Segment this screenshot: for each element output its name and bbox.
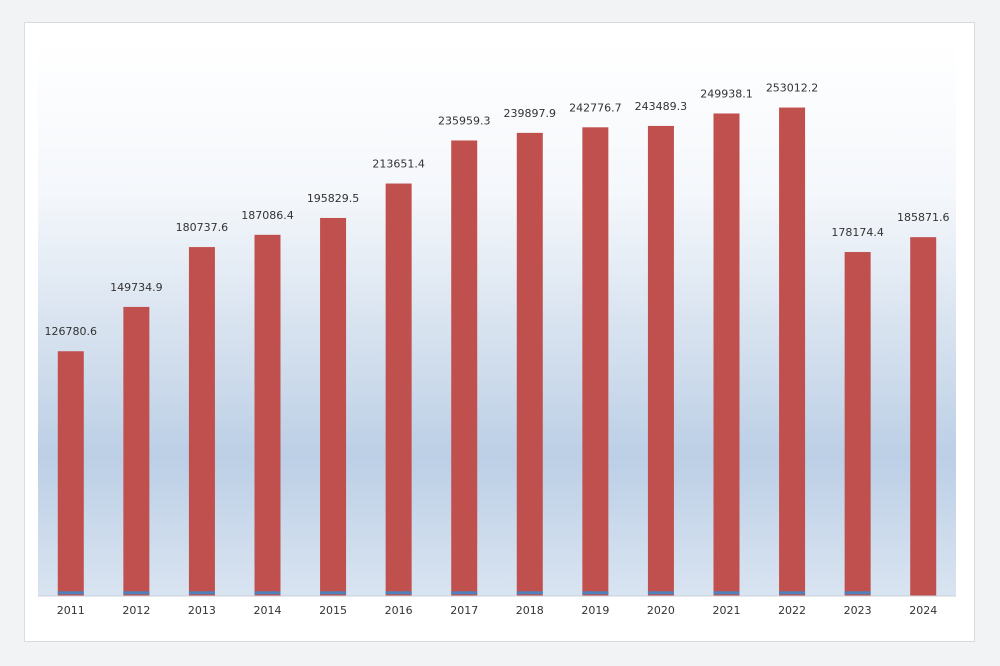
bar-base-2011 (57, 591, 84, 595)
bar-2015 (320, 217, 347, 596)
bar-base-2015 (320, 591, 347, 595)
data-label-2011: 126780.6 (45, 325, 98, 338)
bar-2014 (254, 234, 281, 596)
bar-2016 (385, 183, 412, 596)
x-tick-label-2015: 2015 (319, 604, 347, 617)
data-label-2018: 239897.9 (504, 107, 557, 120)
bar-base-2021 (713, 591, 740, 595)
x-tick-label-2012: 2012 (122, 604, 150, 617)
bar-2018 (516, 132, 543, 596)
data-label-2015: 195829.5 (307, 192, 360, 205)
x-tick-label-2023: 2023 (844, 604, 872, 617)
data-label-2017: 235959.3 (438, 114, 491, 127)
x-tick-label-2019: 2019 (581, 604, 609, 617)
x-tick-label-2013: 2013 (188, 604, 216, 617)
bar-2012 (123, 306, 150, 596)
bar-2017 (451, 140, 478, 596)
x-tick-label-2020: 2020 (647, 604, 675, 617)
bar-base-2020 (647, 591, 674, 595)
data-label-2012: 149734.9 (110, 281, 163, 294)
bar-2023 (844, 252, 871, 597)
x-tick-label-2022: 2022 (778, 604, 806, 617)
data-label-2020: 243489.3 (635, 100, 688, 113)
bar-2020 (647, 125, 674, 596)
x-tick-label-2018: 2018 (516, 604, 544, 617)
x-tick-label-2024: 2024 (909, 604, 937, 617)
x-tick-label-2016: 2016 (385, 604, 413, 617)
bar-base-2017 (451, 591, 478, 595)
x-tick-label-2011: 2011 (57, 604, 85, 617)
bar-base-2022 (779, 591, 806, 595)
data-label-2021: 249938.1 (700, 87, 753, 100)
data-label-2023: 178174.4 (831, 226, 884, 239)
data-label-2016: 213651.4 (372, 158, 425, 171)
bar-2024 (910, 237, 937, 596)
data-label-2022: 253012.2 (766, 82, 819, 95)
bar-base-2012 (123, 591, 150, 595)
x-tick-label-2017: 2017 (450, 604, 478, 617)
bar-base-2019 (582, 591, 609, 595)
x-tick-label-2021: 2021 (713, 604, 741, 617)
bar-base-2013 (188, 591, 215, 595)
data-label-2024: 185871.6 (897, 211, 950, 224)
bar-2019 (582, 127, 609, 596)
bar-2011 (57, 351, 84, 596)
bar-2021 (713, 113, 740, 596)
bar-base-2023 (844, 591, 871, 595)
bar-base-2016 (385, 591, 412, 595)
x-tick-label-2014: 2014 (254, 604, 282, 617)
data-label-2019: 242776.7 (569, 101, 622, 114)
data-label-2014: 187086.4 (241, 209, 294, 222)
bar-2013 (188, 247, 215, 596)
plot-area (38, 40, 956, 596)
bar-base-2018 (516, 591, 543, 595)
bar-2022 (779, 107, 806, 596)
bar-base-2014 (254, 591, 281, 595)
data-label-2013: 180737.6 (176, 221, 229, 234)
